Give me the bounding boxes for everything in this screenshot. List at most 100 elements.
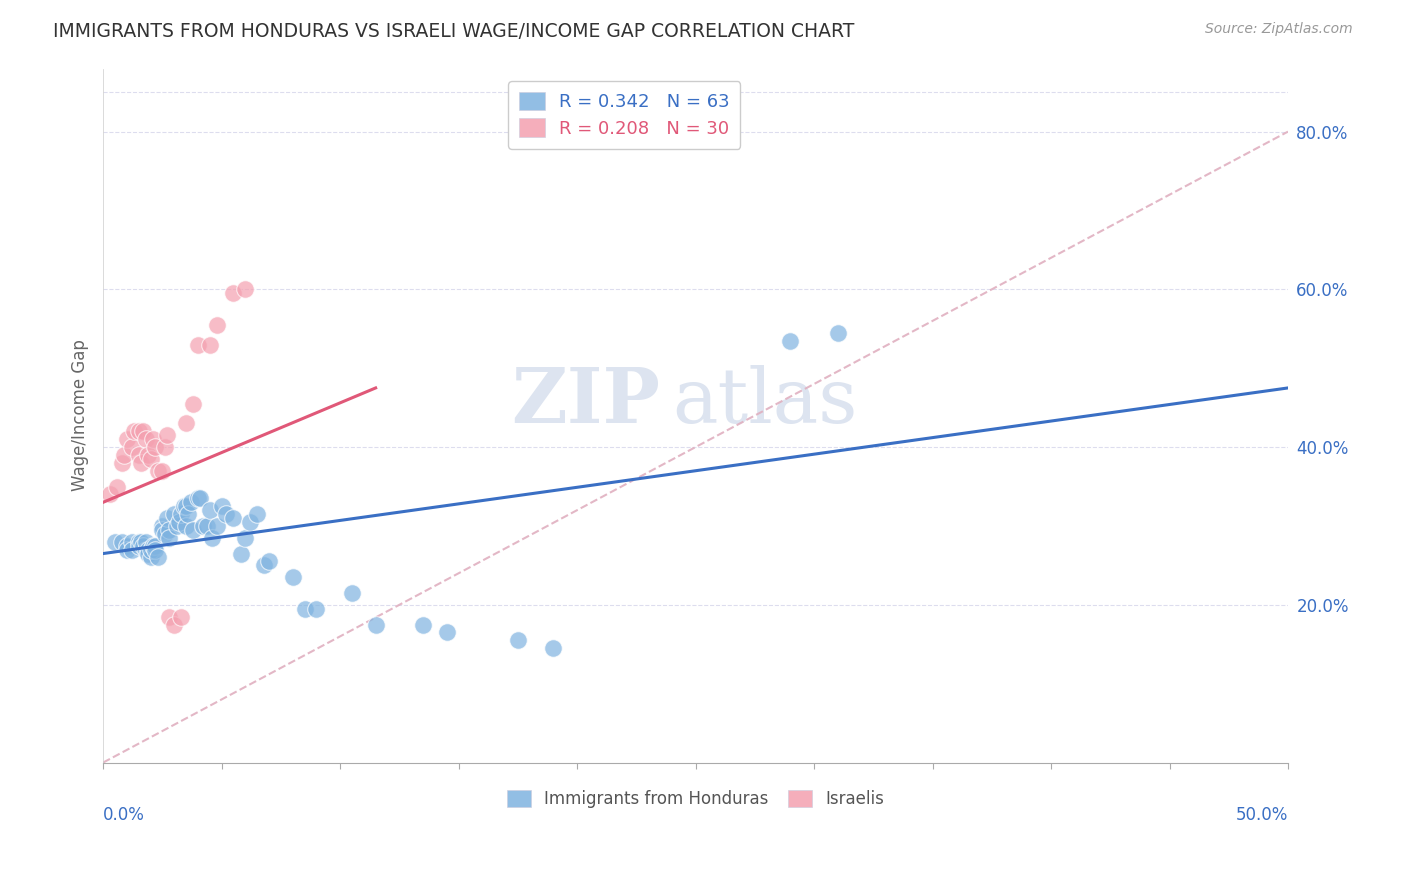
Point <box>139 451 162 466</box>
Point <box>135 542 157 557</box>
Point <box>246 507 269 521</box>
Point <box>257 554 280 568</box>
Point <box>159 523 181 537</box>
Point <box>222 286 245 301</box>
Point <box>543 641 565 656</box>
Point <box>146 464 169 478</box>
Point <box>166 519 188 533</box>
Point <box>167 515 190 529</box>
Point <box>136 448 159 462</box>
Point <box>187 491 209 506</box>
Point <box>163 617 186 632</box>
Point <box>177 507 200 521</box>
Point <box>181 397 204 411</box>
Y-axis label: Wage/Income Gap: Wage/Income Gap <box>72 340 89 491</box>
Point <box>191 519 214 533</box>
Point <box>233 531 256 545</box>
Point <box>156 428 179 442</box>
Point <box>305 601 328 615</box>
Point <box>159 531 181 545</box>
Text: IMMIGRANTS FROM HONDURAS VS ISRAELI WAGE/INCOME GAP CORRELATION CHART: IMMIGRANTS FROM HONDURAS VS ISRAELI WAGE… <box>53 22 855 41</box>
Point <box>159 609 181 624</box>
Point <box>153 526 176 541</box>
Point <box>128 534 150 549</box>
Point <box>229 547 252 561</box>
Point <box>156 511 179 525</box>
Point <box>143 440 166 454</box>
Point <box>181 523 204 537</box>
Point <box>170 507 193 521</box>
Point <box>827 326 849 340</box>
Point <box>111 456 134 470</box>
Point <box>98 487 121 501</box>
Point <box>142 432 165 446</box>
Point <box>114 448 136 462</box>
Point <box>136 547 159 561</box>
Point <box>281 570 304 584</box>
Point <box>142 539 165 553</box>
Point <box>197 519 219 533</box>
Text: atlas: atlas <box>672 365 858 439</box>
Point <box>233 282 256 296</box>
Point <box>128 539 150 553</box>
Point <box>132 425 155 439</box>
Point <box>150 464 173 478</box>
Point <box>153 440 176 454</box>
Point <box>121 534 143 549</box>
Point <box>215 507 238 521</box>
Text: 0.0%: 0.0% <box>103 806 145 824</box>
Point <box>143 542 166 557</box>
Point <box>253 558 276 573</box>
Point <box>173 500 195 514</box>
Point <box>170 609 193 624</box>
Point <box>187 337 209 351</box>
Point <box>198 337 221 351</box>
Point <box>412 617 434 632</box>
Point <box>779 334 801 348</box>
Point <box>121 542 143 557</box>
Point <box>135 534 157 549</box>
Point <box>115 542 138 557</box>
Point <box>132 539 155 553</box>
Point <box>239 515 262 529</box>
Point <box>205 318 228 332</box>
Point <box>104 534 127 549</box>
Point <box>174 417 197 431</box>
Point <box>122 425 145 439</box>
Point <box>128 448 150 462</box>
Point <box>115 539 138 553</box>
Point <box>129 456 152 470</box>
Point <box>121 440 143 454</box>
Point <box>115 432 138 446</box>
Point <box>436 625 458 640</box>
Point <box>188 491 211 506</box>
Point <box>174 519 197 533</box>
Point <box>198 503 221 517</box>
Text: 50.0%: 50.0% <box>1236 806 1288 824</box>
Point <box>136 542 159 557</box>
Point <box>143 539 166 553</box>
Point <box>150 523 173 537</box>
Point <box>146 550 169 565</box>
Point <box>139 550 162 565</box>
Point <box>174 500 197 514</box>
Point <box>211 500 233 514</box>
Point <box>364 617 387 632</box>
Point <box>201 531 224 545</box>
Point <box>163 507 186 521</box>
Point <box>150 519 173 533</box>
Text: Source: ZipAtlas.com: Source: ZipAtlas.com <box>1205 22 1353 37</box>
Point <box>135 432 157 446</box>
Point <box>129 534 152 549</box>
Point <box>222 511 245 525</box>
Point <box>105 479 128 493</box>
Point <box>205 519 228 533</box>
Point <box>340 586 363 600</box>
Legend: Immigrants from Honduras, Israelis: Immigrants from Honduras, Israelis <box>499 782 893 817</box>
Point <box>111 534 134 549</box>
Point <box>506 633 529 648</box>
Point <box>128 425 150 439</box>
Point <box>180 495 202 509</box>
Point <box>294 601 316 615</box>
Point <box>139 542 162 557</box>
